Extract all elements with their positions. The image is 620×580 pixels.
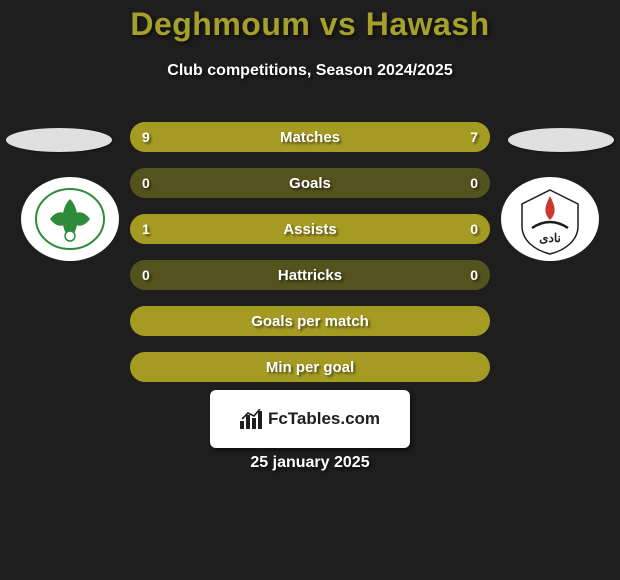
stat-row: 00Hattricks xyxy=(130,260,490,290)
stat-label: Min per goal xyxy=(130,352,490,382)
page-subtitle: Club competitions, Season 2024/2025 xyxy=(0,62,620,80)
source-logo-text: FcTables.com xyxy=(268,409,380,429)
club-badge-right: نادى xyxy=(500,176,600,262)
comparison-infographic: Deghmoum vs Hawash Club competitions, Se… xyxy=(0,0,620,580)
stat-label: Assists xyxy=(130,214,490,244)
stat-row: 97Matches xyxy=(130,122,490,152)
stats-container: 97Matches 00Goals 10Assists 00Hattricks Goal… xyxy=(130,122,490,398)
stat-row: Goals per match xyxy=(130,306,490,336)
generation-date: 25 january 2025 xyxy=(0,454,620,472)
player-shadow-left xyxy=(6,128,112,152)
page-title: Deghmoum vs Hawash xyxy=(0,6,620,43)
stat-row: Min per goal xyxy=(130,352,490,382)
chart-icon xyxy=(240,409,262,429)
stat-label: Goals xyxy=(130,168,490,198)
stat-row: 00Goals xyxy=(130,168,490,198)
stat-label: Goals per match xyxy=(130,306,490,336)
svg-text:نادى: نادى xyxy=(539,231,561,245)
stat-label: Matches xyxy=(130,122,490,152)
stat-label: Hattricks xyxy=(130,260,490,290)
club-badge-left xyxy=(20,176,120,262)
stat-row: 10Assists xyxy=(130,214,490,244)
player-shadow-right xyxy=(508,128,614,152)
source-logo: FcTables.com xyxy=(210,390,410,448)
